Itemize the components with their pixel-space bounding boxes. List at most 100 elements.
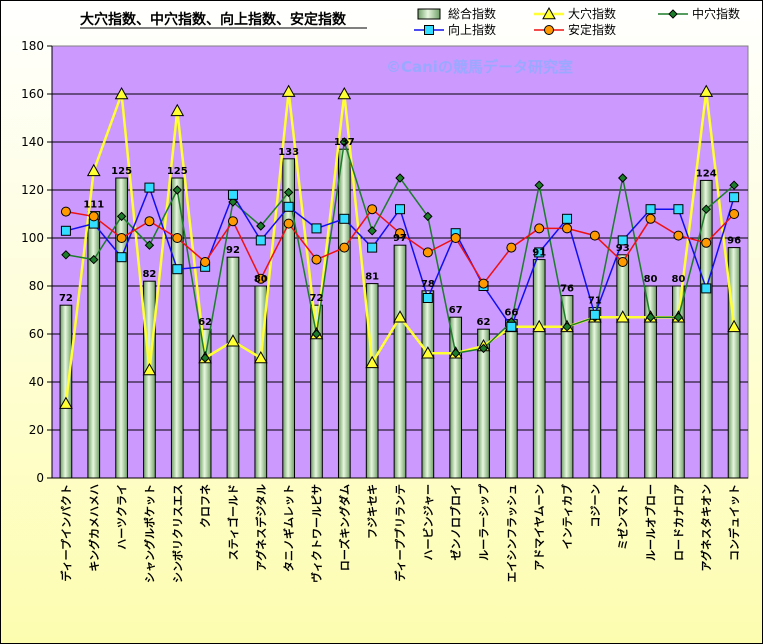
series-point: [673, 204, 684, 215]
series-point: [60, 206, 71, 217]
bar: [393, 244, 407, 479]
x-category-label: シャングルポケット: [142, 484, 156, 583]
legend-item: 総合指数: [417, 6, 496, 21]
x-category-label: インティカブ: [560, 484, 574, 549]
bar-data-label: 93: [616, 243, 630, 254]
legend-swatch-marker: [542, 6, 556, 20]
bar: [699, 179, 713, 479]
bar: [505, 319, 518, 479]
series-point: [423, 211, 433, 222]
x-category-label: ミゼンマスト: [616, 484, 630, 550]
series-point: [589, 309, 600, 320]
bar: [727, 247, 741, 479]
x-category-label: アグネスデジタル: [254, 484, 268, 571]
series-point: [228, 197, 238, 207]
series-point: [59, 396, 73, 409]
series-point: [727, 319, 741, 333]
data-labels: 72 111 125 82 125 62 92 80 133 72 137 81 97 78 67 62 66 9…: [59, 137, 741, 328]
bar-data-label: 124: [696, 168, 717, 179]
series-point: [673, 230, 684, 241]
y-tick-label: 40: [29, 375, 44, 389]
x-category-label: ハーツクライ: [116, 484, 129, 550]
bar-data-label: 80: [254, 274, 268, 285]
bar-data-label: 76: [560, 284, 574, 295]
chart-title: 大穴指数、中穴指数、向上指数、安定指数: [80, 11, 347, 28]
series-point: [534, 180, 544, 190]
x-category-label: スティゴールド: [226, 484, 240, 560]
bar-data-label: 62: [477, 317, 491, 328]
bar: [365, 283, 379, 479]
bar: [560, 295, 574, 479]
x-category-label: ルールオブロー: [644, 484, 658, 561]
series-point: [422, 247, 433, 258]
bar: [198, 328, 212, 479]
series-point: [506, 242, 517, 253]
y-tick-label: 0: [36, 471, 44, 485]
series-point: [699, 84, 714, 97]
series-point: [729, 180, 739, 190]
x-category-label: タニノギムレット: [282, 484, 296, 572]
series-point: [562, 322, 572, 332]
series-point: [534, 223, 545, 234]
series-point: [589, 230, 600, 241]
legend-swatch: [417, 8, 441, 20]
bar-data-label: 81: [365, 272, 379, 283]
bar: [59, 304, 73, 479]
y-tick-label: 100: [21, 231, 44, 245]
series-point: [311, 329, 322, 339]
series-point: [645, 204, 656, 215]
series-point: [256, 221, 266, 231]
bar-data-label: 78: [421, 279, 435, 290]
series-point: [395, 204, 405, 215]
series-point: [311, 254, 322, 265]
series-point: [617, 235, 628, 246]
bar: [115, 177, 128, 479]
legend-swatch-marker: [424, 25, 434, 35]
bar: [588, 307, 602, 479]
x-category-label: ヴィクトワールピサ: [309, 484, 323, 583]
bar-data-label: 72: [59, 293, 73, 304]
series-point: [144, 240, 155, 250]
x-axis: ディープインパクト キングカメハメハ ハーツクライ シャングルポケット シンボリクリスエ…: [59, 483, 741, 583]
bar-data-label: 97: [393, 233, 407, 244]
legend-item: 大穴指数: [534, 6, 616, 21]
x-category-label: コンデュイット: [727, 484, 741, 561]
x-category-label: キングカメハメハ: [87, 484, 101, 572]
bar-data-label: 92: [226, 245, 240, 256]
y-tick-label: 60: [29, 327, 44, 341]
series-point: [172, 264, 183, 275]
series-point: [673, 312, 684, 322]
y-tick-label: 180: [21, 39, 44, 53]
series-point: [618, 173, 628, 183]
x-category-label: ルーラーシップ: [477, 483, 491, 561]
bar: [421, 290, 435, 479]
x-category-label: クロフネ: [199, 484, 212, 528]
y-tick-label: 120: [21, 183, 44, 197]
series-point: [255, 235, 266, 246]
bar-data-label: 111: [83, 200, 104, 211]
bar: [226, 256, 240, 479]
series-point: [172, 233, 183, 243]
bar: [644, 285, 657, 479]
series-point: [227, 189, 238, 200]
series-point: [615, 310, 630, 323]
y-axis: 0 20 40 60 80 100 120 140 160 180: [21, 39, 748, 485]
bar: [616, 254, 630, 479]
series-point: [367, 242, 378, 253]
series-point: [200, 257, 211, 267]
bar: [310, 304, 323, 479]
series-point: [339, 242, 350, 253]
series-point: [144, 216, 155, 227]
x-category-label: ディープブリランテ: [393, 484, 407, 582]
series-point: [701, 283, 712, 294]
series-point: [729, 192, 740, 203]
legend-swatch-marker: [544, 25, 554, 35]
series-point: [144, 182, 155, 193]
watermark-text: ©Caniの競馬データ研究室: [386, 58, 573, 76]
bar: [477, 328, 490, 479]
bar-data-label: 62: [198, 317, 212, 328]
bar: [254, 285, 268, 479]
bar-data-label: 125: [111, 166, 132, 177]
series-markers: [59, 84, 741, 409]
